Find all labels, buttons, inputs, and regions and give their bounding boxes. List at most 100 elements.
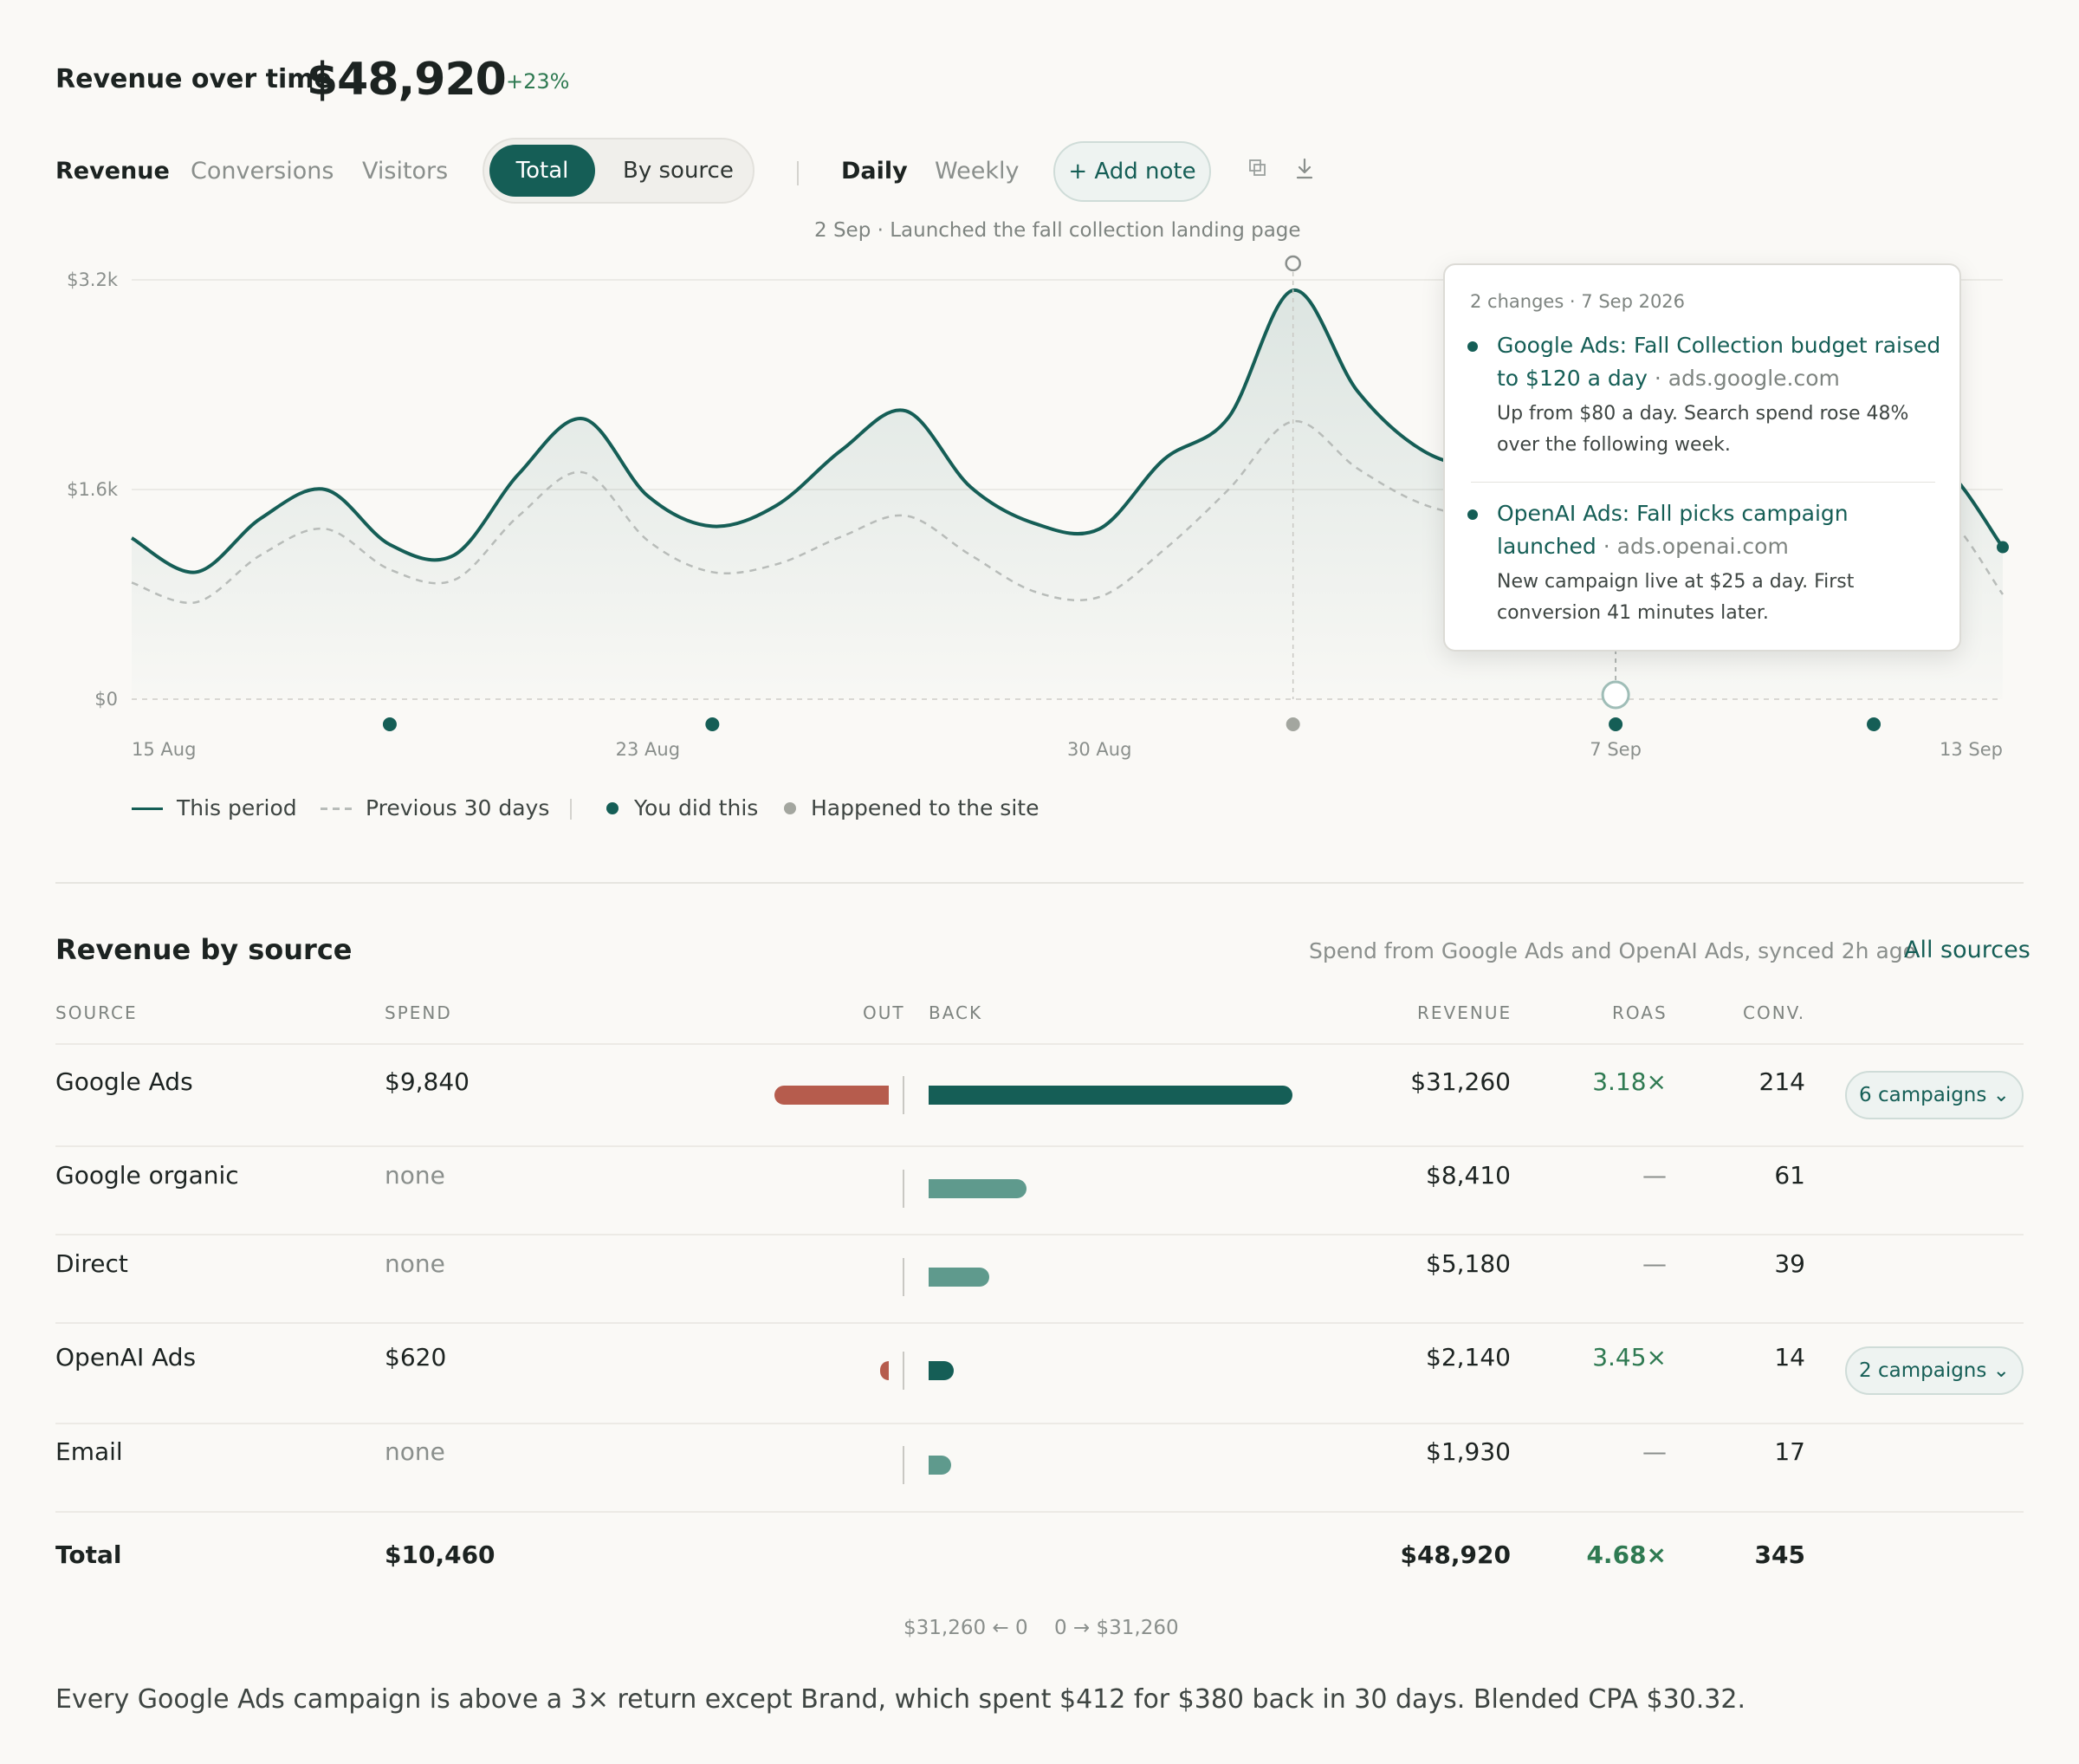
event-annotation-label: 2 Sep · Launched the fall collection lan… xyxy=(814,219,1301,242)
tooltip-item-description: New campaign live at $25 a day. First co… xyxy=(1497,571,1855,624)
add-note-button[interactable]: + Add note xyxy=(1053,141,1211,202)
tab-daily[interactable]: Daily xyxy=(841,158,908,185)
bar-axis xyxy=(903,1258,904,1296)
source-conversions: 39 xyxy=(1774,1249,1805,1278)
source-roas: 3.18× xyxy=(1592,1067,1667,1096)
y-tick-label: $1.6k xyxy=(67,479,119,500)
campaigns-dropdown-button[interactable]: 6 campaigns ⌄ xyxy=(1845,1071,2024,1119)
tab-conversions[interactable]: Conversions xyxy=(191,158,334,185)
source-spend: $9,840 xyxy=(385,1067,470,1096)
revenue-bar xyxy=(929,1086,1292,1105)
total-revenue-value: $48,920 xyxy=(307,54,507,106)
series-line-previous xyxy=(131,420,2004,605)
y-tick-label: $0 xyxy=(94,689,118,710)
legend-dashed-line xyxy=(321,807,352,810)
sync-note: Spend from Google Ads and OpenAI Ads, sy… xyxy=(1309,938,1916,963)
tab-visitors[interactable]: Visitors xyxy=(362,158,449,185)
row-divider xyxy=(55,1145,2024,1147)
total-label: Total xyxy=(55,1540,122,1569)
legend-you-did-this-dot xyxy=(606,802,619,814)
source-conversions: 14 xyxy=(1774,1343,1805,1372)
total-conv: 345 xyxy=(1754,1540,1805,1569)
source-name: OpenAI Ads xyxy=(55,1343,197,1372)
legend-divider xyxy=(570,799,572,820)
source-roas: — xyxy=(1642,1249,1667,1278)
bar-axis xyxy=(903,1076,904,1114)
event-selected-ring xyxy=(1601,680,1630,710)
bar-axis xyxy=(903,1446,904,1484)
x-tick-label: 15 Aug xyxy=(132,739,196,760)
revenue-bar xyxy=(929,1456,951,1475)
revenue-bar xyxy=(929,1179,1027,1198)
spend-bar xyxy=(880,1361,889,1380)
event-dot-you-did xyxy=(1609,717,1623,731)
spend-bar xyxy=(774,1086,889,1105)
source-revenue: $2,140 xyxy=(1426,1343,1511,1372)
x-tick-label: 23 Aug xyxy=(616,739,680,760)
event-dot-you-did xyxy=(382,717,397,731)
source-roas: — xyxy=(1642,1437,1667,1466)
tooltip-item-site: · ads.google.com xyxy=(1654,366,1840,391)
tooltip-item-site: · ads.openai.com xyxy=(1603,534,1789,559)
download-icon[interactable] xyxy=(1294,158,1320,184)
source-name: Google Ads xyxy=(55,1067,193,1096)
series-end-point xyxy=(1997,541,2009,554)
revenue-change-badge: +23% xyxy=(506,69,570,94)
col-header-out: OUT xyxy=(863,1002,905,1023)
y-tick-label: $3.2k xyxy=(67,269,119,290)
total-roas: 4.68× xyxy=(1586,1540,1667,1569)
col-header-source: SOURCE xyxy=(55,1002,138,1023)
all-sources-link[interactable]: All sources xyxy=(1904,937,2030,963)
revenue-bar xyxy=(929,1361,954,1380)
toggle-by-source[interactable]: By source xyxy=(623,158,734,184)
legend-solid-line xyxy=(132,807,163,810)
bar-axis xyxy=(903,1170,904,1208)
source-spend: none xyxy=(385,1437,445,1466)
legend-previous: Previous 30 days xyxy=(366,795,550,820)
revenue-bar xyxy=(929,1268,989,1287)
source-name: Email xyxy=(55,1437,123,1466)
tooltip-bullet xyxy=(1467,341,1478,352)
campaigns-dropdown-button[interactable]: 2 campaigns ⌄ xyxy=(1845,1346,2024,1395)
tooltip-item-title[interactable]: Google Ads: Fall Collection budget raise… xyxy=(1497,333,1941,391)
section-divider xyxy=(55,882,2024,884)
col-header-back: BACK xyxy=(929,1002,983,1023)
tooltip-bullet xyxy=(1467,509,1478,520)
table-title: Revenue by source xyxy=(55,933,353,966)
source-name: Google organic xyxy=(55,1161,239,1190)
toolbar-divider xyxy=(797,161,799,185)
source-revenue: $31,260 xyxy=(1410,1067,1511,1096)
source-roas: — xyxy=(1642,1161,1667,1190)
tooltip-item: Google Ads: Fall Collection budget raise… xyxy=(1497,329,1947,461)
bar-axis xyxy=(903,1352,904,1390)
source-conversions: 61 xyxy=(1774,1161,1805,1190)
col-header-revenue: REVENUE xyxy=(1417,1002,1512,1023)
tooltip-item-title[interactable]: OpenAI Ads: Fall picks campaign launched xyxy=(1497,501,1849,559)
event-tooltip: 2 changes · 7 Sep 2026 Google Ads: Fall … xyxy=(1443,263,1961,652)
tooltip-header: 2 changes · 7 Sep 2026 xyxy=(1470,291,1686,312)
legend-happened-dot xyxy=(784,802,796,814)
row-divider xyxy=(55,1234,2024,1235)
col-header-conv: CONV. xyxy=(1743,1002,1806,1023)
total-spend: $10,460 xyxy=(385,1540,495,1569)
source-spend: $620 xyxy=(385,1343,447,1372)
tab-weekly[interactable]: Weekly xyxy=(935,158,1020,185)
row-divider xyxy=(55,1322,2024,1324)
event-dot-you-did xyxy=(1867,717,1881,731)
x-tick-label: 30 Aug xyxy=(1067,739,1131,760)
copy-icon[interactable] xyxy=(1247,158,1273,184)
source-conversions: 214 xyxy=(1758,1067,1805,1096)
source-conversions: 17 xyxy=(1774,1437,1805,1466)
insight-note: Every Google Ads campaign is above a 3× … xyxy=(55,1684,1746,1715)
tab-revenue[interactable]: Revenue xyxy=(55,158,170,185)
page-title: Revenue over time xyxy=(55,64,332,94)
row-divider xyxy=(55,1423,2024,1424)
source-roas: 3.45× xyxy=(1592,1343,1667,1372)
tooltip-divider xyxy=(1471,482,1935,483)
bar-scale-out: $31,260 ← 0 xyxy=(903,1617,1028,1639)
event-dot-happened xyxy=(1286,717,1300,731)
source-revenue: $8,410 xyxy=(1426,1161,1511,1190)
toggle-total[interactable]: Total xyxy=(489,145,595,197)
legend-you-did-this: You did this xyxy=(634,795,759,820)
event-dot-you-did xyxy=(705,717,720,731)
